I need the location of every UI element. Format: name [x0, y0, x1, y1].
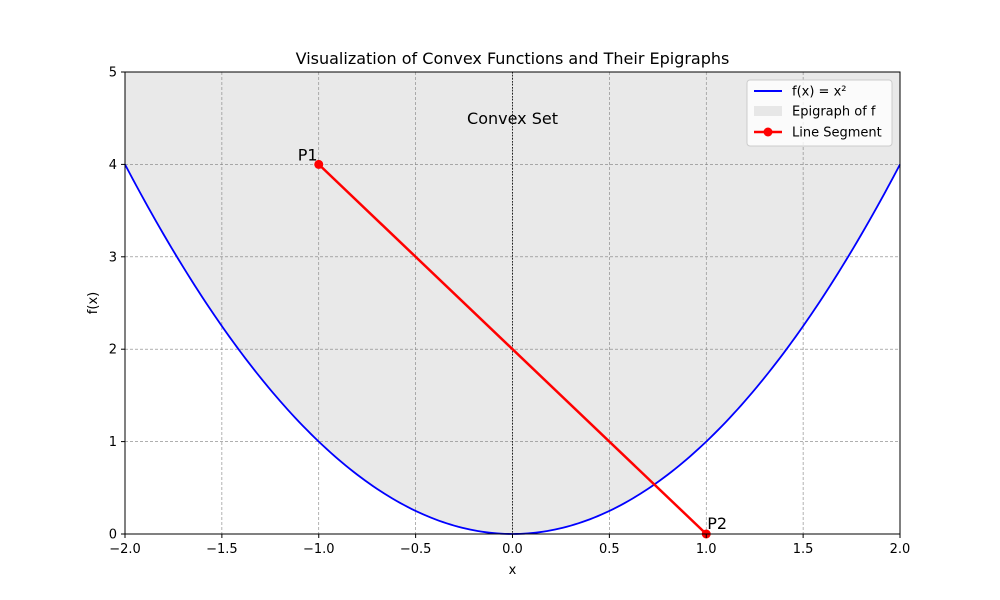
y-axis-ticks: 0 1 2 3 4 5 [109, 66, 125, 543]
segment-line [317, 163, 708, 535]
x-tick-label-0: −2.0 [109, 542, 141, 557]
y-tick-label-2: 2 [109, 343, 117, 358]
x-tick-label-8: 2.0 [890, 542, 911, 557]
legend-label-curve: f(x) = x² [792, 85, 846, 100]
y-tick-label-1: 1 [109, 435, 117, 450]
y-tick-label-4: 4 [109, 158, 117, 173]
chart-title: Visualization of Convex Functions and Th… [296, 49, 730, 68]
legend-handle-epigraph [754, 106, 782, 116]
x-tick-label-6: 1.0 [696, 542, 717, 557]
y-tick-label-3: 3 [109, 250, 117, 265]
annotation-p1: P1 [298, 145, 318, 164]
x-tick-label-5: 0.5 [599, 542, 620, 557]
x-tick-label-7: 1.5 [793, 542, 814, 557]
x-axis-ticks: −2.0 −1.5 −1.0 −0.5 0.0 0.5 1.0 1.5 2.0 [109, 534, 910, 557]
annotation-p2: P2 [707, 514, 727, 533]
x-tick-label-3: −0.5 [400, 542, 432, 557]
x-tick-label-1: −1.5 [206, 542, 238, 557]
legend-label-epigraph: Epigraph of f [792, 105, 876, 120]
segment-marker-1 [314, 159, 324, 169]
annotations: P1 P2 Convex Set [298, 109, 727, 533]
y-tick-label-5: 5 [109, 66, 117, 81]
y-axis-label: f(x) [86, 292, 101, 314]
legend: f(x) = x² Epigraph of f Line Segment [746, 79, 893, 147]
segment-layer [314, 159, 711, 539]
annotation-convex-set: Convex Set [467, 109, 558, 128]
x-tick-label-2: −1.0 [303, 542, 335, 557]
y-tick-label-0: 0 [109, 528, 117, 543]
x-axis-label: x [509, 563, 517, 578]
legend-box [746, 79, 893, 147]
legend-handle-segment-marker [763, 127, 773, 137]
legend-label-segment: Line Segment [792, 126, 882, 141]
x-tick-label-4: 0.0 [502, 542, 523, 557]
